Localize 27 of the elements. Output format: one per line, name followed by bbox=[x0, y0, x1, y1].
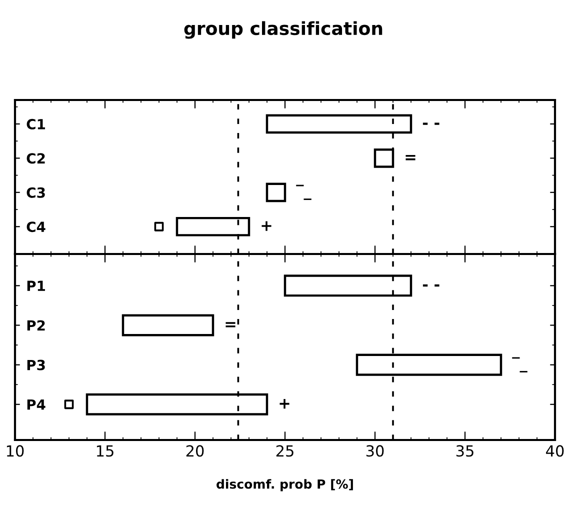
annotation: - - bbox=[422, 284, 440, 287]
x-tick-label: 20 bbox=[186, 445, 204, 457]
bar bbox=[122, 314, 214, 336]
y-tick-label: C2 bbox=[26, 153, 45, 164]
y-tick-label: P3 bbox=[27, 360, 45, 370]
y-tick-label: C3 bbox=[26, 187, 45, 198]
annotation: + bbox=[280, 399, 290, 409]
y-tick-label: P1 bbox=[27, 280, 45, 291]
x-tick-label: 40 bbox=[546, 445, 564, 457]
y-tick-label: C4 bbox=[26, 222, 46, 232]
x-tick-label: 35 bbox=[456, 445, 474, 457]
x-tick-label: 30 bbox=[366, 445, 384, 457]
x-tick-label: 25 bbox=[276, 445, 294, 457]
x-tick-label: 15 bbox=[96, 445, 114, 457]
y-tick-label: C1 bbox=[26, 118, 46, 130]
x-tick-label: 10 bbox=[6, 445, 24, 457]
annotation: ‾_ bbox=[296, 184, 312, 200]
annotation: = bbox=[406, 155, 416, 160]
annotation: - - bbox=[422, 122, 440, 125]
x-axis-title: discomf. prob P [%] bbox=[216, 479, 353, 492]
chart-title: group classification bbox=[184, 21, 382, 39]
bar bbox=[266, 182, 286, 202]
y-tick-label: P4 bbox=[27, 400, 46, 410]
annotation: = bbox=[226, 322, 236, 328]
annotation: ‾_ bbox=[512, 357, 528, 372]
y-tick-label: P2 bbox=[27, 320, 45, 331]
annotation: + bbox=[262, 221, 272, 231]
